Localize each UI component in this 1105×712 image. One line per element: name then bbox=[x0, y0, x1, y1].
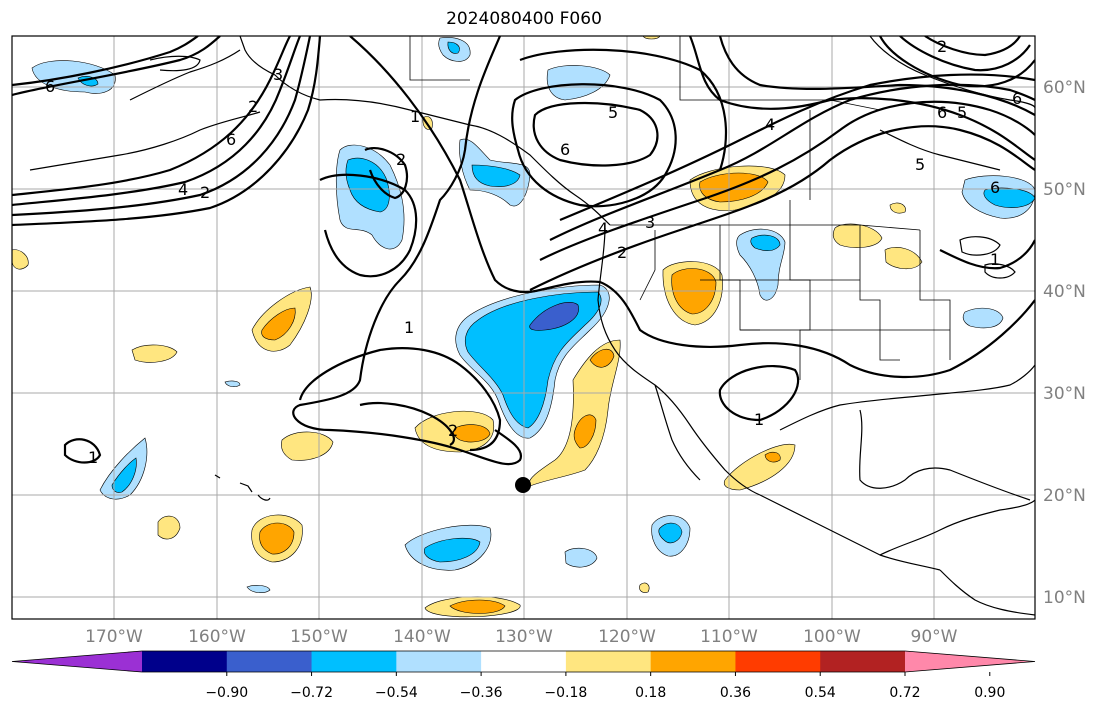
lon-label: 170°W bbox=[85, 627, 143, 647]
lon-label: 150°W bbox=[290, 627, 348, 647]
colorbar-tick-label: 0.18 bbox=[635, 685, 666, 701]
colorbar-segment bbox=[396, 651, 482, 672]
contour-label: 2 bbox=[448, 421, 458, 440]
contour-label: 5 bbox=[915, 155, 925, 174]
lat-label: 30°N bbox=[1043, 384, 1086, 404]
colorbar-outline bbox=[11, 650, 1036, 673]
contour-label: 6 bbox=[937, 103, 947, 122]
lat-label: 60°N bbox=[1043, 78, 1086, 98]
contour-label: 4 bbox=[765, 115, 775, 134]
contour-label: 1 bbox=[754, 410, 764, 429]
lon-label: 160°W bbox=[188, 627, 246, 647]
colorbar-tick-label: 0.90 bbox=[974, 685, 1005, 701]
colorbar-tick-label: 0.72 bbox=[889, 685, 920, 701]
colorbar-segment bbox=[481, 651, 567, 672]
contour-label: 4 bbox=[178, 180, 188, 199]
lat-label: 20°N bbox=[1043, 486, 1086, 506]
contour-label: 6 bbox=[560, 140, 570, 159]
latitude-labels: 60°N 50°N 40°N 30°N 20°N 10°N bbox=[1043, 78, 1086, 608]
colorbar-tick-label: −0.72 bbox=[290, 685, 333, 701]
contour-label: 2 bbox=[200, 183, 210, 202]
lon-label: 100°W bbox=[803, 627, 861, 647]
longitude-labels: 170°W 160°W 150°W 140°W 130°W 120°W 110°… bbox=[85, 627, 958, 647]
lat-label: 10°N bbox=[1043, 588, 1086, 608]
lon-label: 140°W bbox=[393, 627, 451, 647]
graticule bbox=[12, 36, 1035, 619]
contour-lines bbox=[12, 36, 1035, 466]
colorbar-segment bbox=[565, 651, 652, 672]
contour-label: 2 bbox=[937, 37, 947, 56]
contour-label: 1 bbox=[410, 107, 420, 126]
colorbar-tick-label: −0.90 bbox=[205, 685, 248, 701]
contour-label: 5 bbox=[608, 103, 618, 122]
contour-label: 1 bbox=[88, 448, 98, 467]
contour-label: 1 bbox=[404, 318, 414, 337]
colorbar-segment bbox=[650, 651, 736, 672]
contour-label: 6 bbox=[226, 130, 236, 149]
colorbar-segment bbox=[226, 651, 313, 672]
contour-label: 2 bbox=[248, 97, 258, 116]
contour-label: 3 bbox=[645, 213, 655, 232]
contour-label: 3 bbox=[273, 65, 283, 84]
contour-label: 4 bbox=[598, 219, 608, 238]
map-frame bbox=[11, 35, 1036, 620]
contour-labels: 6 3 6 4 2 1 2 5 6 4 5 6 3 2 1 2 6 5 4 6 … bbox=[45, 37, 1022, 467]
colorbar-tick-label: 0.36 bbox=[720, 685, 751, 701]
lon-label: 110°W bbox=[700, 627, 758, 647]
contour-label: 6 bbox=[45, 77, 55, 96]
lon-label: 90°W bbox=[911, 627, 958, 647]
colorbar-segment bbox=[820, 651, 906, 672]
colorbar-tick-label: −0.36 bbox=[460, 685, 503, 701]
lat-label: 50°N bbox=[1043, 180, 1086, 200]
colorbar-extend-low bbox=[12, 651, 142, 672]
contour-label: 5 bbox=[957, 103, 967, 122]
plot-title: 2024080400 F060 bbox=[446, 9, 602, 29]
lon-label: 130°W bbox=[495, 627, 553, 647]
contour-label: 6 bbox=[1012, 89, 1022, 108]
colorbar-tick-label: −0.54 bbox=[375, 685, 418, 701]
colorbar-segment bbox=[311, 651, 397, 672]
contour-label: 1 bbox=[990, 250, 1000, 269]
colorbar-tick-label: 0.54 bbox=[805, 685, 836, 701]
coastlines bbox=[29, 36, 1035, 616]
contour-label: 6 bbox=[990, 178, 1000, 197]
colorbar: −0.90 −0.72 −0.54 −0.36 −0.18 0.18 0.36 0.54 0.7… bbox=[11, 650, 1036, 701]
colorbar-segment bbox=[735, 651, 821, 672]
colorbar-tick-label: −0.18 bbox=[544, 685, 587, 701]
contour-label: 2 bbox=[396, 150, 406, 169]
lon-label: 120°W bbox=[598, 627, 656, 647]
lat-label: 40°N bbox=[1043, 282, 1086, 302]
contour-label: 2 bbox=[617, 243, 627, 262]
colorbar-extend-high bbox=[905, 651, 1035, 672]
colorbar-segment bbox=[142, 651, 228, 672]
station-marker bbox=[515, 477, 531, 493]
